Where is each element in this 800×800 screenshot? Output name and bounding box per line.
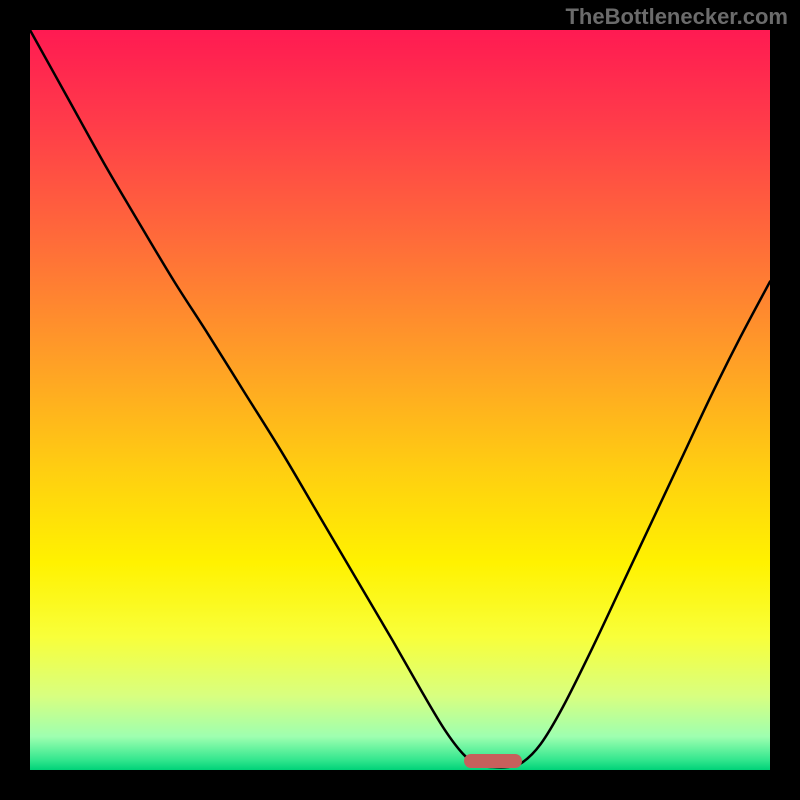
bottleneck-curve [30,30,770,767]
optimal-marker [464,754,522,768]
plot-area [30,30,770,770]
chart-container: TheBottlenecker.com [0,0,800,800]
watermark-text: TheBottlenecker.com [565,4,788,30]
curve-layer [30,30,770,770]
